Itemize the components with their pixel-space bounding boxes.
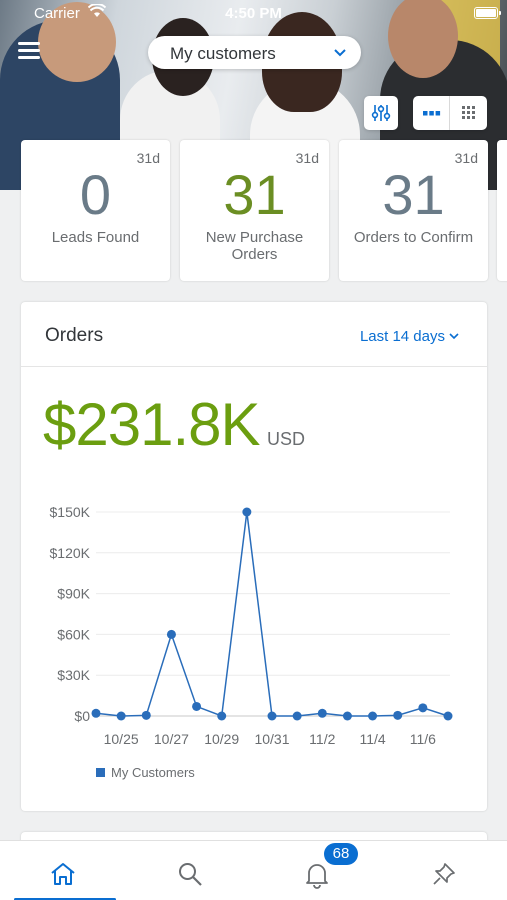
menu-button[interactable] [18,40,44,64]
x-tick-label: 10/31 [254,731,289,747]
orders-card: Orders Last 14 days $231.8K USD $0 $30K $6… [21,302,487,811]
x-tick-label: 11/4 [359,731,385,747]
grid-icon [462,106,475,119]
y-tick-label: $60K [57,626,90,642]
dots-horizontal-icon [423,111,441,116]
data-point [242,507,252,517]
tab-notifications[interactable] [254,841,380,900]
customer-selector[interactable]: My customers [148,36,361,69]
data-point [342,711,352,721]
sliders-icon [371,105,391,121]
orders-line-chart: $0 $30K $60K $90K $120K $150K 10/25 10/27 10/29 1… [50,504,453,747]
period-select[interactable]: Last 14 days [360,328,459,345]
x-tick-label: 10/27 [154,731,189,747]
tile-period: 31d [295,150,319,166]
data-point [393,710,403,720]
tile-value: 31 [223,163,286,226]
tab-home[interactable] [0,841,126,900]
data-point [192,701,202,711]
x-tick-label: 11/2 [309,731,335,747]
data-point [368,711,378,721]
customer-selector-label: My customers [170,44,276,63]
bell-icon [306,864,328,889]
view-toggle [413,96,487,130]
tile-period: 31d [454,150,478,166]
y-tick-label: $90K [57,586,90,602]
series-line [95,511,449,718]
tile-orders-to-confirm[interactable]: 31d 31 Orders to Confirm [339,140,488,281]
search-icon [179,863,202,886]
orders-currency: USD [267,429,306,449]
legend-label: My Customers [111,765,195,780]
legend-swatch [96,768,105,777]
period-select-label: Last 14 days [359,328,445,345]
chevron-down-icon [449,333,459,340]
tile-period: 31d [136,150,160,166]
chevron-down-icon [334,49,346,57]
data-point [116,711,126,721]
chart-legend: My Customers [96,765,195,780]
tab-pins[interactable] [381,841,507,900]
pin-icon [433,863,455,885]
battery-icon [474,7,501,19]
wifi-icon [88,4,106,17]
notification-badge: 68 [324,843,358,865]
y-tick-label: $120K [50,545,91,561]
data-point [217,711,227,721]
data-point [292,711,302,721]
tab-bar [0,840,507,900]
list-view-button[interactable] [413,96,450,130]
clock: 4:50 PM [225,5,282,22]
data-point [91,708,101,718]
data-point [267,711,277,721]
orders-card-header: Orders Last 14 days [21,302,487,367]
tile-leads-found[interactable]: 31d 0 Leads Found [21,140,170,281]
x-tick-label: 10/29 [204,731,239,747]
card-title: Orders [45,325,104,346]
status-bar: Carrier 4:50 PM [0,0,507,28]
y-tick-label: $0 [74,708,90,724]
tile-value: 0 [79,163,112,226]
y-tick-label: $150K [50,504,91,520]
data-point [317,708,327,718]
tile-value: 31 [382,163,445,226]
tab-search[interactable] [127,841,253,900]
x-tick-label: 10/25 [104,731,139,747]
grid-view-button[interactable] [450,96,487,130]
y-tick-label: $30K [57,667,90,683]
data-point [418,703,428,713]
tile-new-purchase-orders[interactable]: 31d 31 New Purchase Orders [180,140,329,281]
x-tick-label: 11/6 [410,731,436,747]
tile-label: New Purchase Orders [205,229,304,263]
home-icon [51,863,75,885]
orders-total: $231.8K [43,391,261,458]
tile-label: Orders to Confirm [353,229,474,246]
filter-settings-button[interactable] [364,96,398,130]
carrier-label: Carrier [34,5,80,22]
data-point [141,710,151,720]
data-point [443,711,453,721]
tile-label: Leads Found [51,229,140,246]
tile-partial[interactable] [497,140,507,281]
data-point [166,629,176,639]
